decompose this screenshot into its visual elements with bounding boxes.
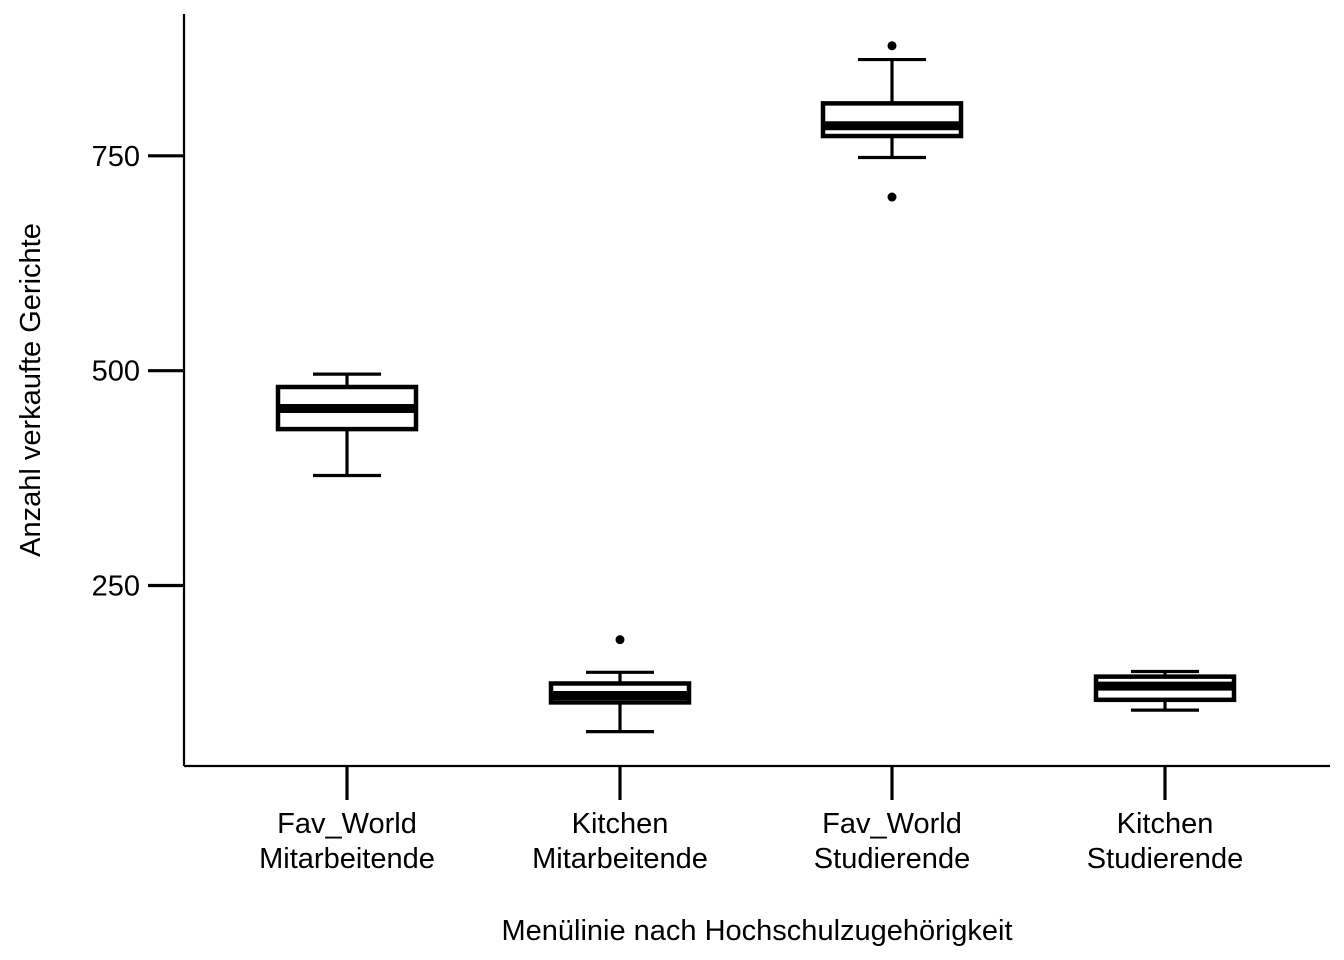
box-group xyxy=(820,41,964,202)
box-group xyxy=(1093,669,1237,712)
x-tick-label: Kitchen Mitarbeitende xyxy=(532,808,708,875)
y-tick-label: 500 xyxy=(92,356,140,388)
x-tick-label-line: Fav_World xyxy=(277,808,417,840)
x-tick-label: Kitchen Studierende xyxy=(1087,808,1243,875)
y-tick-label: 250 xyxy=(92,571,140,603)
axes xyxy=(182,14,1330,768)
box-group xyxy=(275,372,419,478)
x-tick-label: Fav_World Mitarbeitende xyxy=(259,808,435,875)
x-tick-label-line: Studierende xyxy=(1087,843,1243,875)
y-ticks: 250 500 750 xyxy=(92,141,184,603)
outlier-point xyxy=(615,635,625,645)
boxes xyxy=(275,41,1237,734)
x-tick-label: Fav_World Studierende xyxy=(814,808,970,875)
x-tick-label-line: Studierende xyxy=(814,843,970,875)
y-tick-label: 750 xyxy=(92,141,140,173)
x-axis-title: Menülinie nach Hochschulzugehörigkeit xyxy=(501,915,1012,947)
x-tick-label-line: Kitchen xyxy=(572,808,669,840)
x-tick-label-line: Kitchen xyxy=(1117,808,1214,840)
box-iqr xyxy=(820,101,964,139)
x-tick-label-line: Mitarbeitende xyxy=(532,843,708,875)
y-axis-title: Anzahl verkaufte Gerichte xyxy=(15,223,47,557)
outlier-point xyxy=(887,192,897,202)
box-group xyxy=(548,635,692,734)
x-tick-label-line: Mitarbeitende xyxy=(259,843,435,875)
outlier-point xyxy=(887,41,897,51)
x-tick-label-line: Fav_World xyxy=(822,808,962,840)
